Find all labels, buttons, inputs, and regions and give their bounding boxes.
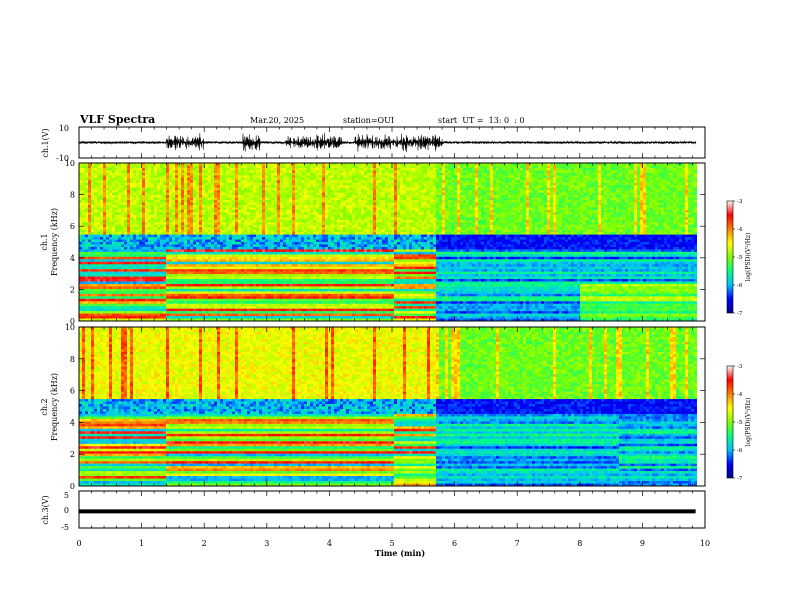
ch1-colorbar: -3 -4 -5 -6 -7 log(PSD)(V²/Hz) — [727, 199, 752, 317]
ch1-spectrogram-ytick: 2 — [70, 285, 75, 294]
colorbar-tick-label: -4 — [737, 227, 743, 233]
colorbar-tick-label: -4 — [737, 392, 743, 398]
ch1-colorbar-label: log(PSD)(V²/Hz) — [745, 233, 752, 282]
ch1-waveform-panel: 10 -10 ch.1(V) — [41, 124, 705, 163]
x-tick-label: 10 — [700, 539, 710, 548]
x-tick-label: 5 — [389, 539, 394, 548]
ch2-spectrogram-ytick: 2 — [70, 450, 75, 459]
x-tick-label: 3 — [264, 539, 269, 548]
colorbar-tick-label: -5 — [737, 255, 743, 261]
ch1-waveform-ylabel: ch.1(V) — [41, 128, 50, 157]
ch3-ytick-mid: 0 — [64, 506, 69, 515]
colorbar-tick-label: -7 — [737, 311, 743, 317]
ch3-waveform-panel: 5 0 -5 ch.3(V) — [41, 491, 705, 532]
date-label: Mar.20, 2025 — [250, 116, 304, 125]
start-time-label: start UT = 13: 0 : 0 — [438, 116, 525, 125]
ch2-colorbar: -3 -4 -5 -6 -7 log(PSD)(V²/Hz) — [727, 364, 752, 482]
ch2-spectrogram-ylabel-freq: Frequency (kHz) — [50, 373, 59, 441]
colorbar-tick-label: -3 — [737, 199, 743, 205]
ch2-spectrogram-panel: 0 2 4 6 8 10 ch.2 Frequency (kHz) — [40, 323, 705, 491]
vlf-spectra-figure: VLF Spectra Mar.20, 2025 station=OUI sta… — [0, 0, 792, 612]
x-axis-tick-labels: 0 1 2 3 4 5 6 7 8 9 10 — [76, 539, 710, 548]
x-tick-label: 1 — [139, 539, 144, 548]
ch1-spectrogram-ylabel-channel: ch.1 — [40, 233, 49, 250]
ch1-spectrogram-ytick: 10 — [65, 159, 75, 168]
ch1-spectrogram-ytick: 6 — [70, 222, 75, 231]
ch1-spectrogram-ytick: 4 — [70, 254, 75, 263]
colorbar-tick-label: -6 — [737, 448, 743, 454]
x-tick-label: 2 — [202, 539, 207, 548]
x-axis-label: Time (min) — [375, 548, 425, 558]
ch1-ytick-top: 10 — [59, 124, 69, 133]
colorbar-tick-label: -7 — [737, 476, 743, 482]
ch2-spectrogram-ylabel-channel: ch.2 — [40, 398, 49, 415]
station-label: station=OUI — [343, 116, 394, 125]
ch2-spectrogram-heatmap — [79, 327, 705, 486]
x-tick-label: 6 — [452, 539, 457, 548]
ch3-waveform-ylabel: ch.3(V) — [41, 495, 50, 524]
figure-title: VLF Spectra — [79, 113, 155, 126]
ch2-spectrogram-ytick: 0 — [70, 482, 75, 491]
ch1-spectrogram-ylabel-freq: Frequency (kHz) — [50, 208, 59, 276]
ch2-spectrogram-ytick: 8 — [70, 355, 75, 364]
ch2-spectrogram-ytick: 4 — [70, 418, 75, 427]
x-tick-label: 7 — [515, 539, 520, 548]
colorbar-tick-label: -6 — [737, 283, 743, 289]
x-tick-label: 4 — [327, 539, 332, 548]
ch1-spectrogram-heatmap — [79, 163, 705, 321]
colorbar-tick-label: -3 — [737, 364, 743, 370]
x-tick-label: 8 — [577, 539, 582, 548]
ch1-spectrogram-ytick: 8 — [70, 191, 75, 200]
ch2-spectrogram-ytick: 10 — [65, 323, 75, 332]
ch2-colorbar-label: log(PSD)(V²/Hz) — [745, 398, 752, 447]
ch3-ytick-bottom: -5 — [61, 523, 69, 532]
ch3-ytick-top: 5 — [64, 491, 69, 500]
ch2-spectrogram-ytick: 6 — [70, 387, 75, 396]
colorbar-tick-label: -5 — [737, 420, 743, 426]
x-tick-label: 0 — [76, 539, 81, 548]
x-tick-label: 9 — [640, 539, 645, 548]
